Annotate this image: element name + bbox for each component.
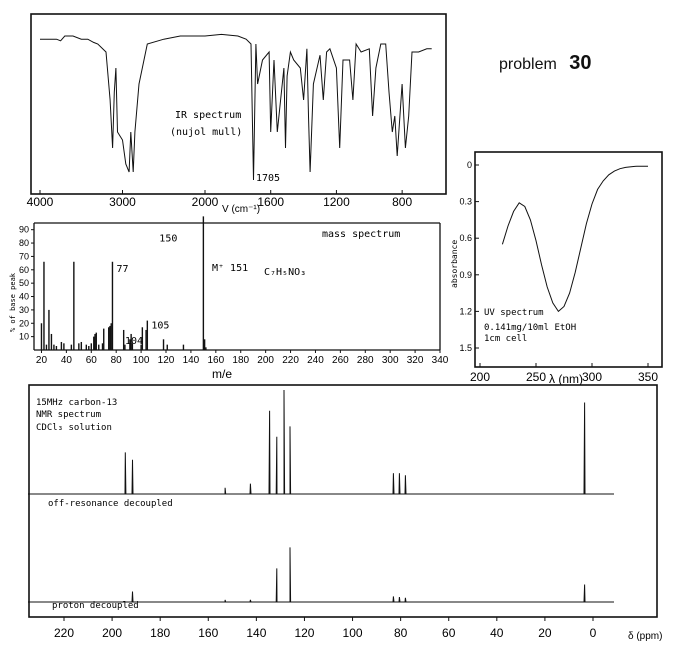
uv-x-tick-label: 250 xyxy=(526,370,546,384)
ir-tick-label: 2000 xyxy=(192,195,219,209)
ir-title: IR spectrum xyxy=(175,110,241,121)
ms-y-tick-label: 60 xyxy=(19,265,29,275)
ms-y-tick-label: 20 xyxy=(19,318,29,328)
ms-x-tick-label: 260 xyxy=(332,355,349,366)
ms-peak-label: 77 xyxy=(116,264,128,275)
uv-x-tick-label: 350 xyxy=(638,370,658,384)
nmr-subtitle: NMR spectrum xyxy=(36,410,101,420)
ir-tick-label: 1600 xyxy=(257,195,284,209)
ms-x-tick-label: 240 xyxy=(307,355,324,366)
nmr-tick-label: 0 xyxy=(590,626,597,640)
uv-frame xyxy=(474,151,663,368)
nmr-tick-label: 80 xyxy=(394,626,408,640)
nmr-title: 15MHz carbon-13 xyxy=(36,398,117,408)
ms-y-tick-label: 10 xyxy=(19,332,29,342)
ms-x-tick-label: 80 xyxy=(111,355,123,366)
nmr-proton-decoupled-trace xyxy=(28,547,614,603)
nmr-spectrum-panel: 15MHz carbon-13 NMR spectrum CDCl₃ solut… xyxy=(28,384,662,642)
nmr-tick-label: 60 xyxy=(442,626,456,640)
ms-x-tick-label: 180 xyxy=(232,355,249,366)
problem-number: 30 xyxy=(569,52,592,74)
ms-formula: C₇H₅NO₃ xyxy=(264,267,306,278)
nmr-tick-label: 200 xyxy=(102,626,122,640)
ms-x-tick-label: 140 xyxy=(183,355,200,366)
nmr-trace2-label: proton decoupled xyxy=(52,601,139,611)
ms-y-axis-label: % of base peak xyxy=(9,272,17,332)
nmr-frame xyxy=(28,384,658,618)
ms-title: mass spectrum xyxy=(322,229,400,240)
ms-x-tick-label: 40 xyxy=(61,355,73,366)
ms-peak-label: 105 xyxy=(151,321,169,332)
ms-x-axis-label: m/e xyxy=(212,367,232,381)
uv-x-tick-label: 300 xyxy=(582,370,602,384)
nmr-tick-label: 100 xyxy=(343,626,363,640)
uv-note-line1: 0.141mg/10ml EtOH xyxy=(484,323,576,333)
ms-y-tick-label: 30 xyxy=(19,305,29,315)
uv-spectrum-panel: UV spectrum 0.141mg/10ml EtOH 1cm cell a… xyxy=(450,151,663,386)
problem-heading: problem 30 xyxy=(499,52,592,75)
uv-y-tick-label: 0.6 xyxy=(459,233,472,243)
ms-y-tick-label: 70 xyxy=(19,251,29,261)
ms-x-tick-label: 20 xyxy=(36,355,48,366)
nmr-tick-label: 20 xyxy=(538,626,552,640)
uv-y-tick-label: 0 xyxy=(467,160,472,170)
ir-subtitle: (nujol mull) xyxy=(170,127,242,138)
ms-y-tick-label: 40 xyxy=(19,292,29,302)
mass-spectrum-panel: mass spectrum M⁺ 151 C₇H₅NO₃ m/e % of ba… xyxy=(9,216,449,381)
ms-x-tick-label: 160 xyxy=(207,355,224,366)
ir-x-axis-label: V (cm⁻¹) xyxy=(222,204,260,215)
ir-tick-label: 4000 xyxy=(27,195,54,209)
ms-x-tick-label: 300 xyxy=(382,355,399,366)
ms-x-tick-label: 340 xyxy=(432,355,449,366)
nmr-x-axis-label: δ (ppm) xyxy=(628,631,662,642)
ms-ion-label: M⁺ 151 xyxy=(212,263,248,274)
ir-tick-label: 1200 xyxy=(323,195,350,209)
ir-frame xyxy=(30,13,447,195)
uv-x-axis-label: λ (nm) xyxy=(549,372,583,386)
ir-trace xyxy=(40,33,432,181)
ms-x-tick-label: 60 xyxy=(86,355,98,366)
ir-spectrum-panel: IR spectrum (nujol mull) 1705 V (cm⁻¹) 4… xyxy=(27,13,447,215)
nmr-tick-label: 220 xyxy=(54,626,74,640)
ms-x-tick-label: 120 xyxy=(158,355,175,366)
uv-title: UV spectrum xyxy=(484,308,544,318)
ms-x-tick-label: 280 xyxy=(357,355,374,366)
nmr-off-resonance-trace xyxy=(28,389,614,495)
ir-peak-label: 1705 xyxy=(256,173,280,184)
ir-tick-label: 3000 xyxy=(109,195,136,209)
uv-y-tick-label: 1.2 xyxy=(459,306,472,316)
ms-y-tick-label: 90 xyxy=(19,225,29,235)
ms-peak-label: 150 xyxy=(159,233,177,244)
nmr-tick-label: 40 xyxy=(490,626,504,640)
uv-y-tick-label: 1.5 xyxy=(459,343,472,353)
ms-y-tick-label: 80 xyxy=(19,238,29,248)
uv-y-tick-label: 0.3 xyxy=(459,197,472,207)
ms-peak-label: 104 xyxy=(125,336,143,347)
nmr-trace1-label: off-resonance decoupled xyxy=(48,499,173,509)
uv-note-line2: 1cm cell xyxy=(484,334,527,344)
nmr-tick-label: 120 xyxy=(294,626,314,640)
nmr-tick-label: 140 xyxy=(246,626,266,640)
nmr-tick-label: 160 xyxy=(198,626,218,640)
ms-x-tick-label: 320 xyxy=(407,355,424,366)
nmr-tick-label: 180 xyxy=(150,626,170,640)
nmr-solvent: CDCl₃ solution xyxy=(36,423,112,433)
uv-y-tick-label: 0.9 xyxy=(459,270,472,280)
ir-tick-label: 800 xyxy=(392,195,412,209)
ms-x-tick-label: 200 xyxy=(257,355,274,366)
ms-x-tick-label: 220 xyxy=(282,355,299,366)
problem-word: problem xyxy=(499,56,557,73)
ms-x-tick-label: 100 xyxy=(133,355,150,366)
uv-y-axis-label: absorbance xyxy=(450,240,459,288)
uv-trace xyxy=(501,165,648,313)
uv-x-tick-label: 200 xyxy=(470,370,490,384)
ms-y-tick-label: 50 xyxy=(19,278,29,288)
